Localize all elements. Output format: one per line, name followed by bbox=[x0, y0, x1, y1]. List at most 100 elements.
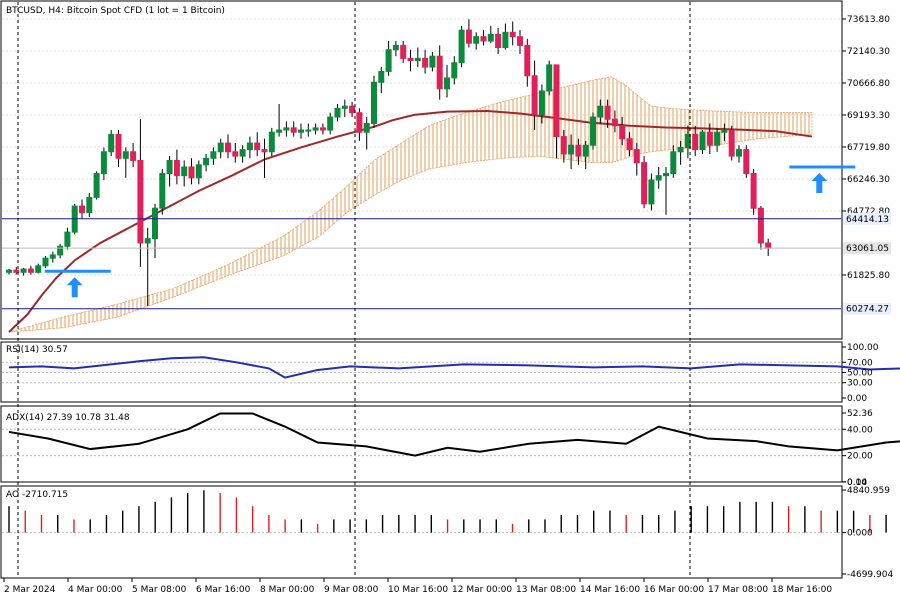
time-tick-label: 17 Mar 08:00 bbox=[708, 585, 768, 595]
adx-tick-label: 0.14 bbox=[847, 478, 867, 488]
price-panel: BTCUSD, H4: Bitcoin Spot CFD (1 lot = 1 … bbox=[0, 0, 891, 340]
ao-tick-label: -4699.904 bbox=[847, 570, 893, 580]
candle-body bbox=[356, 112, 363, 133]
candle-body bbox=[268, 131, 275, 153]
candle-body bbox=[706, 131, 713, 146]
ao-panel: AO -2710.715 4840.959 0.000 -4699.904 bbox=[0, 485, 893, 580]
candle-body bbox=[495, 34, 502, 49]
candle-body bbox=[261, 149, 268, 153]
current-price-label: 63061.05 bbox=[846, 244, 889, 254]
candle-body bbox=[305, 129, 312, 132]
candle-body bbox=[100, 151, 107, 174]
candle-body bbox=[663, 172, 669, 177]
time-tick-label: 9 Mar 08:00 bbox=[324, 585, 379, 595]
candle-body bbox=[108, 133, 115, 153]
candle-body bbox=[130, 151, 137, 161]
candle-body bbox=[210, 151, 217, 159]
candle-body bbox=[655, 175, 662, 181]
candle-body bbox=[728, 129, 735, 157]
price-tick-label: 69193.30 bbox=[847, 111, 890, 121]
candle-body bbox=[319, 127, 326, 131]
candle-body bbox=[743, 149, 750, 174]
time-tick-label: 8 Mar 00:00 bbox=[260, 585, 315, 595]
rsi-panel-frame bbox=[0, 341, 843, 403]
candle-body bbox=[122, 151, 129, 159]
time-tick-label: 2 Mar 2024 bbox=[4, 585, 56, 595]
rsi-tick-label: 100.00 bbox=[847, 343, 879, 353]
candle-body bbox=[159, 172, 166, 209]
ao-label: AO -2710.715 bbox=[6, 490, 68, 500]
candle-body bbox=[334, 107, 341, 118]
candle-body bbox=[20, 268, 27, 273]
candle-body bbox=[349, 105, 356, 114]
candle-body bbox=[341, 105, 348, 109]
adx-tick-label: 52.36 bbox=[847, 409, 873, 419]
price-axis: 73613.80 72140.30 70666.80 69193.30 67719.80… bbox=[842, 15, 891, 315]
candle-body bbox=[371, 81, 377, 125]
candle-body bbox=[436, 55, 443, 90]
time-tick-label: 14 Mar 16:00 bbox=[580, 585, 640, 595]
adx-axis: 52.36 40.00 20.00 0.140.00 bbox=[842, 409, 873, 488]
candle-body bbox=[232, 151, 239, 157]
candle-body bbox=[670, 151, 677, 174]
time-tick-label: 6 Mar 16:00 bbox=[196, 585, 251, 595]
candle-body bbox=[538, 90, 545, 116]
cloud-area bbox=[8, 76, 813, 333]
candle-body bbox=[517, 36, 523, 46]
ichimoku-cloud bbox=[8, 76, 813, 333]
price-tick-label: 72140.30 bbox=[847, 47, 890, 57]
candle-body bbox=[79, 205, 85, 214]
candle-body bbox=[633, 149, 640, 164]
price-tick-label: 61825.80 bbox=[847, 271, 890, 281]
candle-body bbox=[677, 146, 684, 153]
ao-tick-label: 0.000 bbox=[847, 529, 873, 539]
chart-title: BTCUSD, H4: Bitcoin Spot CFD (1 lot = 1 … bbox=[6, 6, 225, 16]
candle-body bbox=[6, 269, 12, 273]
candle-body bbox=[451, 62, 458, 79]
candle-body bbox=[422, 57, 429, 68]
candle-body bbox=[480, 36, 487, 42]
candle-body bbox=[692, 133, 699, 151]
candle-body bbox=[546, 64, 553, 92]
candle-body bbox=[641, 162, 648, 205]
time-tick-label: 10 Mar 16:00 bbox=[388, 585, 448, 595]
time-tick-label: 18 Mar 16:00 bbox=[772, 585, 832, 595]
candle-body bbox=[93, 172, 100, 198]
candle-body bbox=[619, 125, 626, 140]
candle-body bbox=[444, 77, 450, 90]
candle-body bbox=[560, 136, 567, 155]
candle-body bbox=[173, 159, 180, 177]
ao-axis: 4840.959 0.000 -4699.904 bbox=[842, 486, 893, 580]
candle-body bbox=[217, 142, 224, 153]
candle-body bbox=[531, 75, 538, 116]
candle-body bbox=[568, 144, 575, 155]
time-axis: 2 Mar 2024 4 Mar 00:00 5 Mar 08:00 6 Mar 16… bbox=[3, 578, 832, 595]
candle-body bbox=[736, 149, 742, 157]
candle-body bbox=[57, 245, 64, 256]
candle-body bbox=[144, 238, 151, 244]
candle-body bbox=[611, 118, 618, 127]
ao-panel-frame bbox=[0, 485, 843, 579]
candle-body bbox=[392, 44, 399, 51]
up-arrow-icon bbox=[66, 277, 83, 298]
candle-body bbox=[414, 57, 421, 62]
adx-tick-label: 20.00 bbox=[847, 452, 873, 462]
candle-body bbox=[458, 29, 465, 64]
candle-body bbox=[400, 44, 407, 59]
candle-body bbox=[298, 129, 304, 133]
candle-body bbox=[363, 123, 370, 133]
candle-body bbox=[378, 70, 385, 83]
candle-body bbox=[49, 254, 56, 259]
candle-body bbox=[750, 172, 757, 209]
adx-label: ADX(14) 27.39 10.78 31.48 bbox=[6, 413, 130, 423]
level-label: 64414.13 bbox=[846, 215, 889, 225]
candlestick-series bbox=[6, 19, 772, 306]
candle-body bbox=[225, 142, 231, 153]
up-arrow-icon bbox=[811, 172, 828, 193]
time-tick-label: 16 Mar 00:00 bbox=[644, 585, 704, 595]
candle-body bbox=[42, 257, 49, 267]
candle-body bbox=[13, 269, 20, 273]
candle-body bbox=[27, 268, 34, 273]
